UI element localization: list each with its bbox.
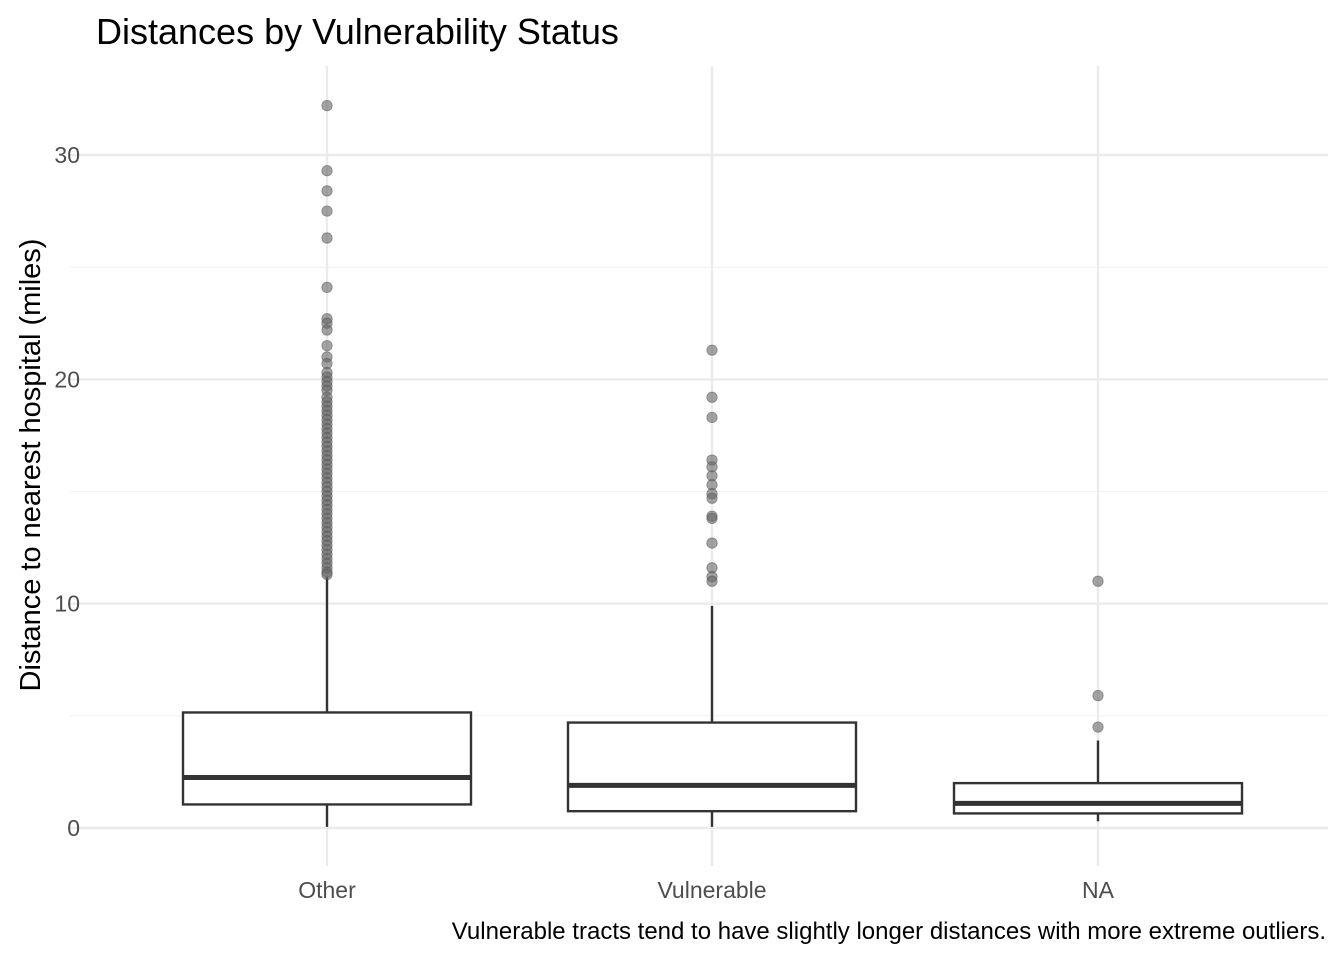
- outlier-point: [1092, 575, 1104, 587]
- box-iqr: [181, 711, 473, 806]
- x-tick-labels: Other Vulnerable NA: [298, 877, 1114, 903]
- box-other: [181, 576, 473, 827]
- outlier-point: [1092, 690, 1104, 702]
- box-iqr: [566, 721, 858, 813]
- outlier-layer: [321, 100, 1104, 733]
- outlier-point: [321, 281, 333, 293]
- outlier-point: [706, 391, 718, 403]
- outlier-point: [706, 575, 718, 587]
- y-tick-label: 20: [54, 366, 80, 392]
- outlier-point: [321, 568, 333, 581]
- outlier-point: [706, 537, 718, 549]
- outlier-point: [706, 411, 718, 424]
- box-na: [952, 740, 1244, 822]
- y-tick-labels: 0 10 20 30: [54, 142, 80, 841]
- chart-title: Distances by Vulnerability Status: [96, 11, 619, 52]
- x-tick-label: NA: [1082, 877, 1115, 903]
- outlier-point: [321, 165, 333, 177]
- chart-caption: Vulnerable tracts tend to have slightly …: [452, 918, 1326, 945]
- y-tick-label: 10: [54, 591, 80, 617]
- y-tick-label: 0: [67, 815, 80, 841]
- box-vulnerable: [566, 605, 858, 827]
- y-tick-label: 30: [54, 142, 80, 168]
- outlier-point: [321, 205, 333, 217]
- box-iqr: [952, 781, 1244, 815]
- outlier-point: [321, 232, 333, 244]
- outlier-point: [321, 324, 333, 336]
- outlier-point: [706, 344, 718, 356]
- y-axis-label: Distance to nearest hospital (miles): [15, 239, 47, 692]
- outlier-point: [321, 100, 333, 112]
- box-layer: [181, 576, 1244, 827]
- outlier-point: [706, 492, 718, 504]
- outlier-point: [321, 340, 333, 352]
- x-tick-label: Vulnerable: [657, 877, 766, 903]
- outlier-point: [321, 185, 333, 197]
- outlier-point: [1092, 721, 1104, 733]
- x-tick-label: Other: [298, 877, 356, 903]
- outlier-point: [706, 512, 718, 525]
